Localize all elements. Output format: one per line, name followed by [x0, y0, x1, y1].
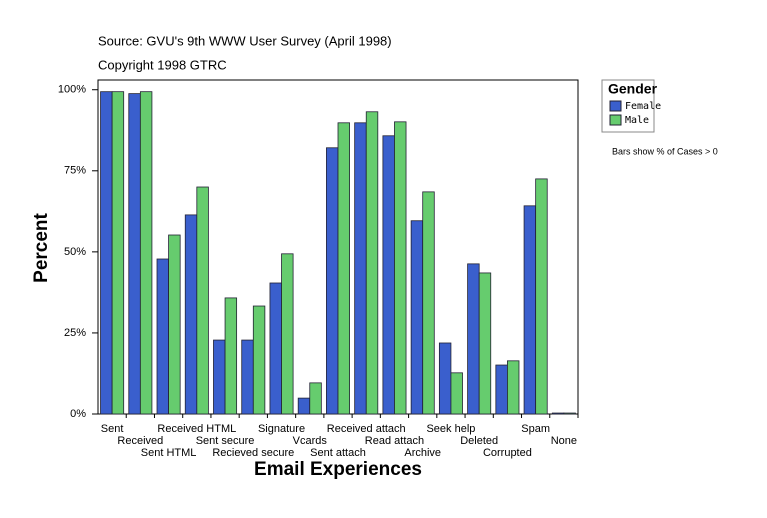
bar [438, 342, 452, 415]
bar [337, 122, 350, 415]
bar [495, 364, 508, 415]
bar [450, 372, 463, 415]
bar [281, 253, 294, 415]
bar [478, 272, 492, 415]
bar [297, 397, 311, 415]
bar [535, 178, 548, 415]
bar [365, 111, 379, 415]
legend-label: Male [625, 115, 649, 126]
bar [467, 263, 480, 415]
bar [156, 258, 169, 415]
bar [100, 91, 113, 415]
note: Bars show % of Cases > 0 [612, 146, 718, 156]
y-tick-label: 100% [58, 84, 86, 96]
bar [354, 122, 367, 415]
bar [422, 191, 435, 415]
bar [168, 234, 181, 415]
legend-label: Female [625, 101, 661, 112]
bar [128, 93, 141, 415]
x-tick-label: Received [117, 435, 163, 447]
x-tick-label: Sent [101, 423, 124, 435]
x-tick-label: Read attach [365, 435, 424, 447]
x-tick-label: Seek help [426, 423, 475, 435]
y-tick-label: 25% [64, 327, 86, 339]
x-axis-title: Email Experiences [254, 459, 422, 480]
y-tick-label: 0% [70, 408, 86, 420]
bar [523, 205, 537, 415]
bar [139, 91, 153, 415]
y-axis-title: Percent [31, 212, 52, 282]
x-tick-label: Sent attach [310, 447, 366, 459]
source-line: Source: GVU's 9th WWW User Survey (April… [98, 33, 392, 48]
y-tick-label: 75% [64, 165, 86, 177]
copyright-line: Copyright 1998 GTRC [98, 57, 227, 72]
legend-swatch [609, 114, 622, 126]
bar [241, 339, 254, 415]
bar [252, 305, 266, 415]
bar [551, 412, 565, 415]
x-tick-label: Spam [521, 423, 550, 435]
x-tick-label: Vcards [293, 435, 328, 447]
bar [563, 412, 576, 415]
legend-swatch [609, 100, 622, 112]
legend-title: Gender [608, 81, 658, 97]
bar [326, 147, 339, 415]
x-tick-label: Deleted [460, 435, 498, 447]
x-tick-label: Corrupted [483, 447, 532, 459]
x-tick-label: Received HTML [157, 423, 236, 435]
bar [111, 91, 125, 415]
x-tick-label: None [551, 435, 577, 447]
x-tick-label: Signature [258, 423, 305, 435]
bar [410, 220, 424, 415]
x-tick-label: Archive [404, 447, 441, 459]
bar [196, 186, 209, 415]
bar [394, 121, 407, 415]
y-tick-label: 50% [64, 246, 86, 258]
x-tick-label: Received attach [327, 423, 406, 435]
bar [213, 339, 226, 415]
x-tick-label: Sent secure [196, 435, 255, 447]
x-tick-label: Sent HTML [141, 447, 197, 459]
bar [184, 214, 198, 415]
x-tick-label: Recieved secure [212, 447, 294, 459]
bar [507, 360, 520, 415]
bar [224, 297, 238, 415]
bar [382, 135, 395, 415]
bar [269, 282, 282, 415]
bar [309, 382, 322, 415]
